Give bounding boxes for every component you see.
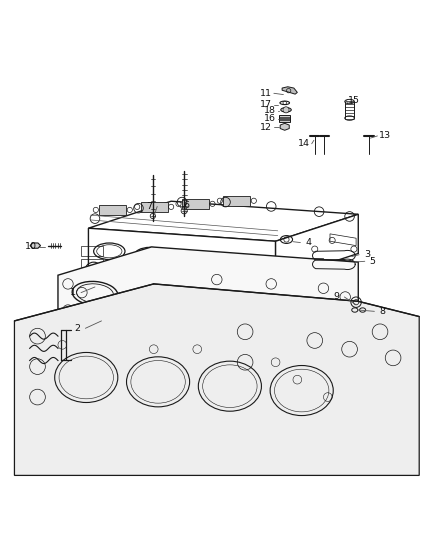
Polygon shape (279, 115, 290, 122)
Polygon shape (223, 196, 251, 206)
Text: 15: 15 (348, 96, 360, 105)
Text: 11: 11 (260, 89, 272, 98)
Text: 14: 14 (298, 139, 310, 148)
Polygon shape (88, 228, 276, 280)
Polygon shape (141, 202, 168, 212)
Text: 2: 2 (74, 324, 81, 333)
Text: 7: 7 (146, 202, 152, 211)
Text: 12: 12 (260, 123, 272, 132)
Text: 5: 5 (370, 257, 376, 266)
Polygon shape (99, 205, 126, 215)
Text: 1: 1 (70, 288, 76, 297)
Text: 16: 16 (264, 114, 276, 123)
Polygon shape (58, 247, 358, 343)
Text: 9: 9 (333, 293, 339, 302)
Text: 3: 3 (364, 251, 370, 259)
Text: 8: 8 (379, 307, 385, 316)
Polygon shape (282, 87, 297, 94)
Polygon shape (30, 243, 41, 248)
Text: 10: 10 (25, 243, 37, 252)
Polygon shape (276, 214, 358, 280)
Text: 6: 6 (184, 201, 189, 210)
Polygon shape (280, 123, 289, 130)
Text: 13: 13 (379, 132, 391, 140)
Circle shape (283, 107, 289, 113)
Text: 18: 18 (264, 106, 276, 115)
Polygon shape (182, 199, 209, 208)
Polygon shape (14, 284, 419, 475)
Polygon shape (88, 201, 358, 241)
Text: 4: 4 (305, 238, 311, 247)
Text: 17: 17 (260, 100, 272, 109)
